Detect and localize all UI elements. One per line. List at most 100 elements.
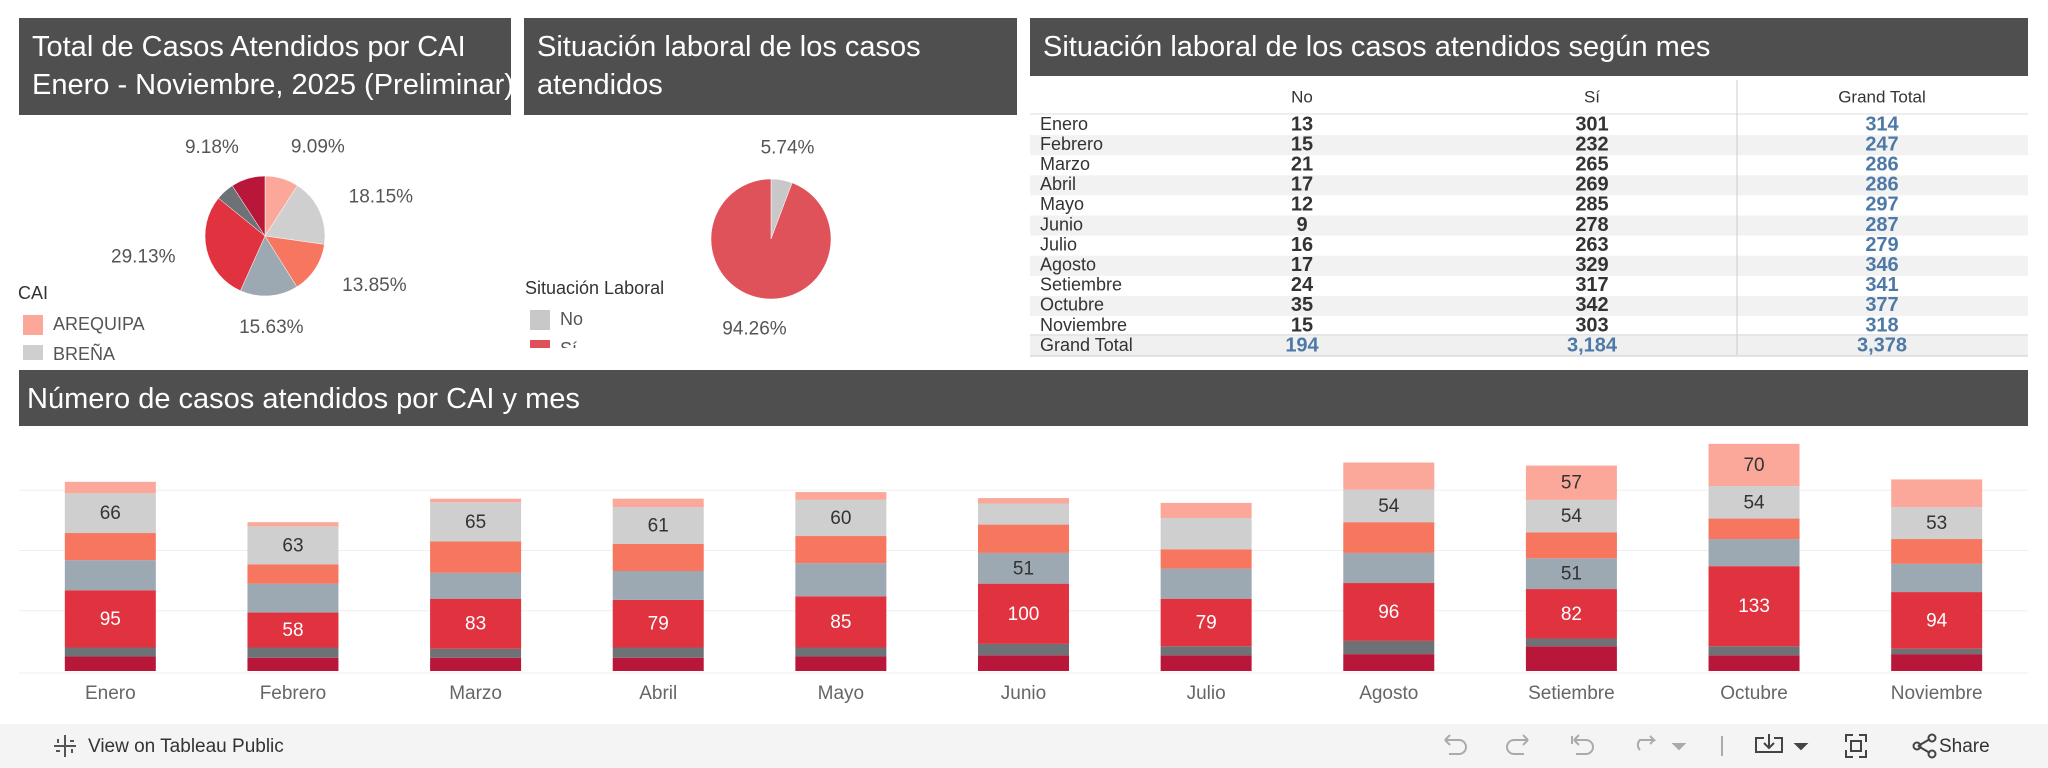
data-label: 133: [1738, 596, 1770, 617]
total-band: [1030, 336, 2028, 356]
bar-segment: [1525, 638, 1617, 647]
bar-segment: [795, 647, 887, 657]
row-label: Octubre: [1040, 295, 1104, 315]
row-label: Marzo: [1040, 154, 1090, 174]
data-label: 51: [1013, 558, 1034, 579]
cell: 21: [1291, 153, 1313, 175]
data-label: 57: [1561, 473, 1582, 494]
cell: 194: [1285, 334, 1319, 356]
data-label: 79: [1196, 613, 1217, 634]
data-label: 29.13%: [111, 246, 176, 267]
bar-segment: [1708, 566, 1800, 647]
x-tick-label: Abril: [639, 683, 677, 704]
cell: 24: [1291, 274, 1314, 296]
toolbar-icons: View on Tableau Public Share: [54, 733, 1990, 759]
cell: 15: [1291, 314, 1313, 336]
pie-slice: [240, 235, 298, 297]
row-band: [1030, 135, 2028, 156]
data-label: 61: [648, 516, 669, 537]
refresh-button[interactable]: [1636, 735, 1657, 751]
redo-button[interactable]: [1506, 734, 1529, 755]
bar-segment: [1525, 499, 1617, 533]
row-label: Abril: [1040, 174, 1076, 194]
bar-segment: [978, 552, 1069, 584]
panel-title: Situación laboral de los casos atendidos…: [1030, 18, 2028, 76]
data-label: 65: [465, 512, 486, 533]
dropdown[interactable]: [1671, 743, 1687, 751]
data-label: 15.63%: [239, 317, 304, 338]
legend-label: BREÑA: [53, 343, 115, 364]
column-header: No: [1291, 87, 1313, 106]
bar-segment: [612, 507, 704, 544]
cell: 314: [1865, 113, 1899, 135]
dropdown[interactable]: [1793, 743, 1809, 751]
panel-title: Número de casos atendidos por CAI y mes: [19, 370, 2028, 426]
bar-segment: [430, 502, 522, 542]
view-link[interactable]: View on Tableau Public: [88, 736, 284, 757]
share-button[interactable]: Share: [1939, 736, 1990, 757]
download-button[interactable]: [1755, 734, 1783, 753]
x-tick-label: Enero: [85, 683, 136, 704]
bar-segment: [1160, 549, 1252, 569]
legend-swatch: [23, 315, 43, 335]
cell: 17: [1291, 254, 1313, 276]
row-band: [1030, 215, 2028, 236]
pie-slice: [264, 235, 325, 288]
bar-segment: [1343, 462, 1435, 490]
bar-segment: [612, 599, 704, 648]
cell: 279: [1865, 234, 1898, 256]
row-label: Febrero: [1040, 134, 1103, 154]
tableau-logo[interactable]: [54, 735, 76, 757]
data-label: 94.26%: [722, 319, 787, 340]
x-tick-label: Setiembre: [1528, 683, 1615, 704]
bar-segment: [612, 543, 704, 571]
cell: 265: [1575, 153, 1608, 175]
bar-segment: [64, 647, 156, 657]
bar-segment: [1708, 655, 1800, 671]
legend-title: CAI: [18, 283, 48, 303]
bar-segment: [64, 656, 156, 671]
cell: 13: [1291, 113, 1313, 135]
fullscreen-button[interactable]: [1845, 734, 1867, 758]
bar-segment: [1160, 502, 1252, 518]
data-label: 82: [1561, 604, 1582, 625]
bar-segment: [430, 598, 522, 649]
bar-segment: [795, 536, 887, 564]
data-label: 66: [100, 503, 121, 524]
x-tick-label: Julio: [1187, 683, 1226, 704]
pie-slice: [710, 178, 832, 300]
bar-segment: [612, 570, 704, 600]
bar-segment: [1891, 479, 1983, 508]
table-title: Situación laboral de los casos atendidos…: [1043, 31, 1711, 63]
revert-button[interactable]: [1571, 734, 1594, 755]
data-label: 83: [465, 614, 486, 635]
bar-segment: [1160, 517, 1252, 550]
cell: 341: [1865, 274, 1898, 296]
undo-button[interactable]: [1444, 734, 1467, 755]
column-header: Grand Total: [1838, 87, 1926, 106]
bar-segment: [612, 657, 704, 671]
data-label: 54: [1561, 506, 1583, 527]
bar-segment: [430, 648, 522, 658]
bar-segment: [247, 526, 339, 565]
bar-segment: [64, 560, 156, 591]
bar-segment: [978, 643, 1069, 656]
bar-segment: [1891, 539, 1983, 564]
row-label: Mayo: [1040, 194, 1084, 214]
data-label: 85: [830, 612, 851, 633]
bar-segment: [1525, 589, 1617, 639]
column-header: Sí: [1584, 87, 1600, 106]
cell: 269: [1575, 174, 1608, 196]
data-label: 79: [648, 614, 669, 635]
bar-segment: [1160, 655, 1252, 671]
data-label: 9.18%: [185, 137, 239, 158]
data-label: 60: [830, 508, 851, 529]
cell: 318: [1865, 314, 1898, 336]
bar-segment: [430, 541, 522, 573]
data-label: 94: [1926, 610, 1948, 631]
bar-segment: [1343, 522, 1435, 553]
data-label: 96: [1378, 602, 1399, 623]
cell: 377: [1865, 294, 1898, 316]
cell: 12: [1291, 194, 1313, 216]
